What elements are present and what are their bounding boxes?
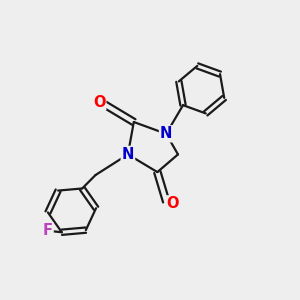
Text: F: F: [43, 223, 52, 238]
Text: N: N: [160, 126, 172, 141]
Text: N: N: [122, 147, 134, 162]
Text: O: O: [167, 196, 179, 211]
Text: O: O: [93, 94, 105, 110]
